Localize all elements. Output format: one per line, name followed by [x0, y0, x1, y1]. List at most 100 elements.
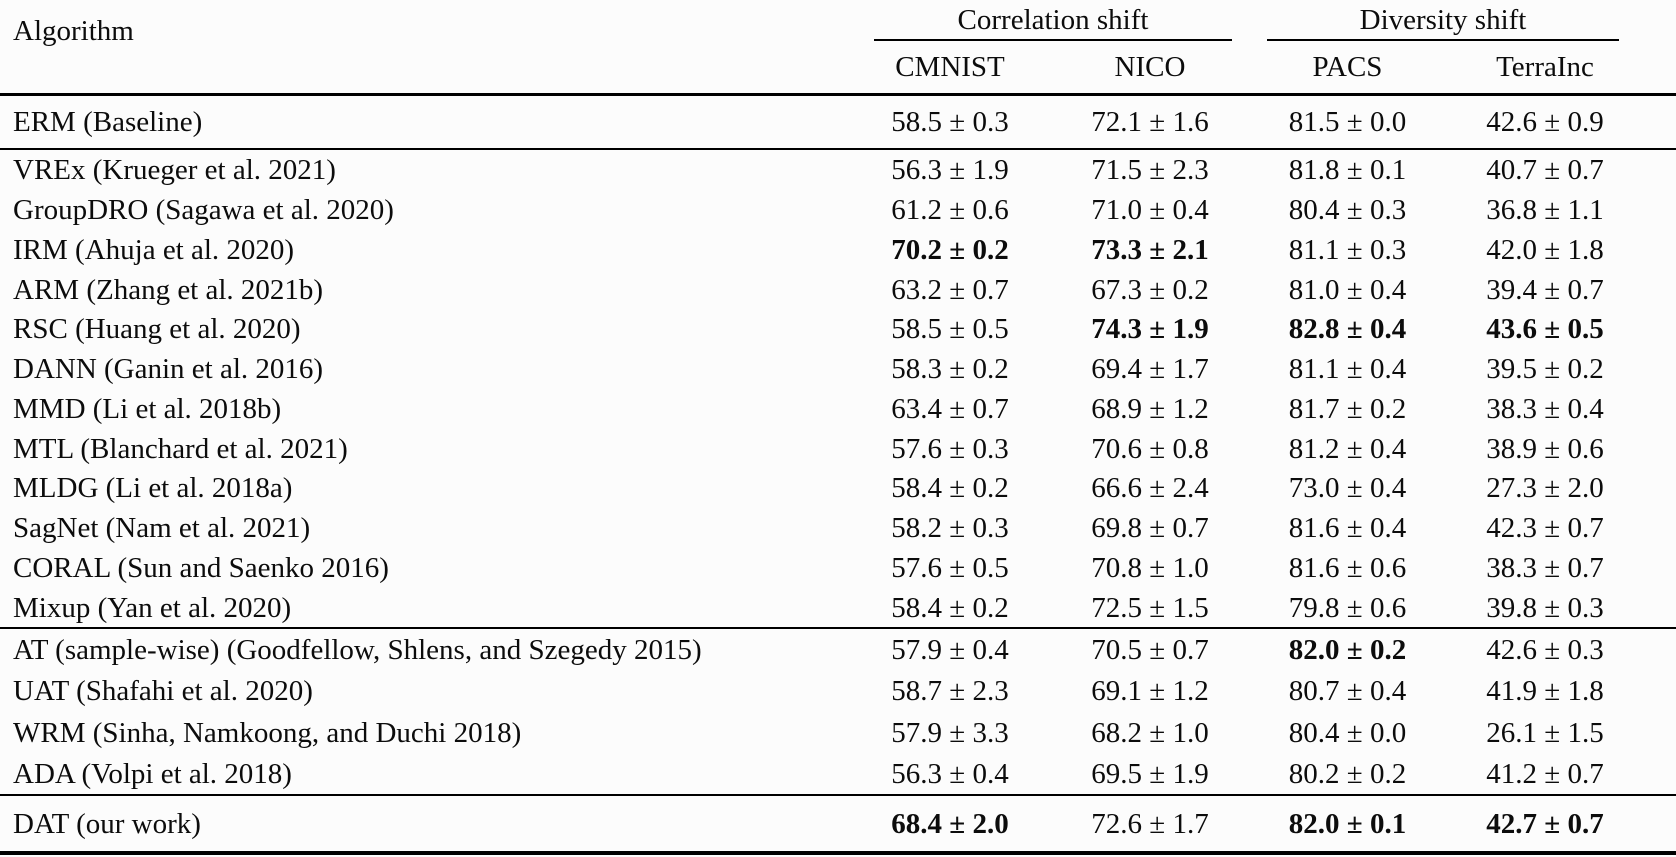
cell-pacs: 81.6 ± 0.6 — [1288, 551, 1407, 584]
column-header-pacs: PACS — [1312, 51, 1383, 83]
cell-nico: 66.6 ± 2.4 — [1091, 472, 1209, 505]
cell-algorithm: VREx (Krueger et al. 2021) — [13, 154, 336, 187]
cell-algorithm: Mixup (Yan et al. 2020) — [13, 591, 292, 624]
cell-cmnist: 57.9 ± 3.3 — [891, 716, 1009, 749]
cell-terrainc: 36.8 ± 1.1 — [1486, 194, 1604, 227]
table-row: MLDG (Li et al. 2018a) 58.4 ± 0.2 66.6 ± 2… — [0, 469, 1676, 509]
cell-cmnist: 57.6 ± 0.5 — [891, 551, 1009, 584]
table-row: ARM (Zhang et al. 2021b) 63.2 ± 0.7 67.3 ±… — [0, 270, 1676, 310]
cell-terrainc: 42.6 ± 0.3 — [1486, 634, 1604, 667]
cell-pacs: 81.7 ± 0.2 — [1288, 392, 1407, 425]
cell-terrainc: 39.8 ± 0.3 — [1486, 591, 1604, 624]
cell-cmnist: 56.3 ± 0.4 — [891, 757, 1009, 790]
cell-nico: 69.5 ± 1.9 — [1091, 757, 1209, 790]
cmidrule-diversity-shift — [1267, 39, 1619, 41]
cell-nico: 72.1 ± 1.6 — [1091, 105, 1209, 138]
cell-terrainc: 38.3 ± 0.4 — [1486, 392, 1604, 425]
group-header-correlation-shift: Correlation shift — [957, 4, 1149, 36]
cell-algorithm: MMD (Li et al. 2018b) — [13, 392, 282, 425]
table-row: RSC (Huang et al. 2020) 58.5 ± 0.5 74.3 ± … — [0, 310, 1676, 350]
cell-cmnist: 58.2 ± 0.3 — [891, 512, 1009, 545]
table-row: DANN (Ganin et al. 2016) 58.3 ± 0.2 69.4 ±… — [0, 350, 1676, 390]
rule-below-dg-section — [0, 627, 1676, 629]
table-row: MMD (Li et al. 2018b) 63.4 ± 0.7 68.9 ± 1.… — [0, 389, 1676, 429]
cell-pacs: 82.0 ± 0.1 — [1288, 807, 1407, 840]
table-row: ADA (Volpi et al. 2018) 56.3 ± 0.4 69.5 ± … — [0, 754, 1676, 794]
cell-algorithm: CORAL (Sun and Saenko 2016) — [13, 551, 389, 584]
table-row: MTL (Blanchard et al. 2021) 57.6 ± 0.3 70.… — [0, 429, 1676, 469]
cell-pacs: 80.7 ± 0.4 — [1288, 675, 1407, 708]
cell-nico: 73.3 ± 2.1 — [1091, 233, 1209, 266]
cell-nico: 74.3 ± 1.9 — [1091, 313, 1209, 346]
cell-terrainc: 41.9 ± 1.8 — [1486, 675, 1604, 708]
cell-terrainc: 27.3 ± 2.0 — [1486, 472, 1604, 505]
cell-nico: 69.4 ± 1.7 — [1091, 353, 1209, 386]
cell-pacs: 81.8 ± 0.1 — [1288, 154, 1407, 187]
table-row: SagNet (Nam et al. 2021) 58.2 ± 0.3 69.8 ±… — [0, 509, 1676, 549]
cell-terrainc: 38.3 ± 0.7 — [1486, 551, 1604, 584]
rule-below-baseline — [0, 148, 1676, 150]
rule-below-header — [0, 93, 1676, 96]
cell-cmnist: 58.3 ± 0.2 — [891, 353, 1009, 386]
cmidrule-correlation-shift — [874, 39, 1232, 41]
table-row: VREx (Krueger et al. 2021) 56.3 ± 1.9 71.5… — [0, 151, 1676, 191]
table-row: IRM (Ahuja et al. 2020) 70.2 ± 0.2 73.3 ± … — [0, 230, 1676, 270]
cell-pacs: 80.4 ± 0.0 — [1288, 716, 1407, 749]
cell-pacs: 81.1 ± 0.3 — [1288, 233, 1407, 266]
table-row: DAT (our work) 68.4 ± 2.0 72.6 ± 1.7 82.0 ±… — [0, 804, 1676, 844]
cell-algorithm: GroupDRO (Sagawa et al. 2020) — [13, 194, 394, 227]
cell-terrainc: 39.5 ± 0.2 — [1486, 353, 1604, 386]
cell-algorithm: DANN (Ganin et al. 2016) — [13, 353, 324, 386]
cell-pacs: 81.0 ± 0.4 — [1288, 273, 1407, 306]
cell-algorithm: MLDG (Li et al. 2018a) — [13, 472, 293, 505]
cell-cmnist: 58.5 ± 0.3 — [891, 105, 1009, 138]
table-row: GroupDRO (Sagawa et al. 2020) 61.2 ± 0.6 7… — [0, 191, 1676, 231]
cell-algorithm: RSC (Huang et al. 2020) — [13, 313, 301, 346]
cell-cmnist: 58.5 ± 0.5 — [891, 313, 1009, 346]
cell-pacs: 81.5 ± 0.0 — [1288, 105, 1407, 138]
cell-pacs: 80.4 ± 0.3 — [1288, 194, 1407, 227]
cell-algorithm: MTL (Blanchard et al. 2021) — [13, 432, 348, 465]
cell-pacs: 82.8 ± 0.4 — [1288, 313, 1407, 346]
cell-pacs: 81.2 ± 0.4 — [1288, 432, 1407, 465]
cell-algorithm: DAT (our work) — [13, 807, 201, 840]
cell-terrainc: 42.0 ± 1.8 — [1486, 233, 1604, 266]
cell-terrainc: 39.4 ± 0.7 — [1486, 273, 1604, 306]
cell-nico: 72.6 ± 1.7 — [1091, 807, 1209, 840]
table-row: CORAL (Sun and Saenko 2016) 57.6 ± 0.5 70.… — [0, 548, 1676, 588]
table-row: WRM (Sinha, Namkoong, and Duchi 2018) 57.… — [0, 713, 1676, 753]
cell-algorithm: ADA (Volpi et al. 2018) — [13, 757, 292, 790]
table-row: Mixup (Yan et al. 2020) 58.4 ± 0.2 72.5 ± … — [0, 588, 1676, 628]
cell-pacs: 82.0 ± 0.2 — [1288, 634, 1407, 667]
column-header-algorithm: Algorithm — [13, 15, 134, 47]
cell-cmnist: 63.2 ± 0.7 — [891, 273, 1009, 306]
cell-algorithm: ARM (Zhang et al. 2021b) — [13, 273, 324, 306]
cell-nico: 72.5 ± 1.5 — [1091, 591, 1209, 624]
table-row: AT (sample-wise) (Goodfellow, Shlens, an… — [0, 631, 1676, 671]
column-header-terrainc: TerraInc — [1496, 51, 1594, 83]
cell-algorithm: SagNet (Nam et al. 2021) — [13, 512, 311, 545]
rule-bottom — [0, 851, 1676, 855]
cell-cmnist: 56.3 ± 1.9 — [891, 154, 1009, 187]
cell-terrainc: 38.9 ± 0.6 — [1486, 432, 1604, 465]
cell-nico: 67.3 ± 0.2 — [1091, 273, 1209, 306]
cell-pacs: 80.2 ± 0.2 — [1288, 757, 1407, 790]
column-header-nico: NICO — [1114, 51, 1186, 83]
cell-nico: 68.9 ± 1.2 — [1091, 392, 1209, 425]
rule-below-at-section — [0, 794, 1676, 796]
cell-cmnist: 57.6 ± 0.3 — [891, 432, 1009, 465]
cell-nico: 68.2 ± 1.0 — [1091, 716, 1209, 749]
cell-algorithm: ERM (Baseline) — [13, 105, 203, 138]
cell-pacs: 79.8 ± 0.6 — [1288, 591, 1407, 624]
cell-terrainc: 42.6 ± 0.9 — [1486, 105, 1604, 138]
cell-algorithm: WRM (Sinha, Namkoong, and Duchi 2018) — [13, 716, 522, 749]
cell-nico: 70.6 ± 0.8 — [1091, 432, 1209, 465]
column-header-cmnist: CMNIST — [895, 51, 1005, 83]
cell-terrainc: 42.7 ± 0.7 — [1486, 807, 1604, 840]
group-header-diversity-shift: Diversity shift — [1359, 4, 1527, 36]
cell-pacs: 81.1 ± 0.4 — [1288, 353, 1407, 386]
cell-cmnist: 61.2 ± 0.6 — [891, 194, 1009, 227]
cell-nico: 69.8 ± 0.7 — [1091, 512, 1209, 545]
table-row: UAT (Shafahi et al. 2020) 58.7 ± 2.3 69.1 … — [0, 672, 1676, 712]
cell-pacs: 73.0 ± 0.4 — [1288, 472, 1407, 505]
